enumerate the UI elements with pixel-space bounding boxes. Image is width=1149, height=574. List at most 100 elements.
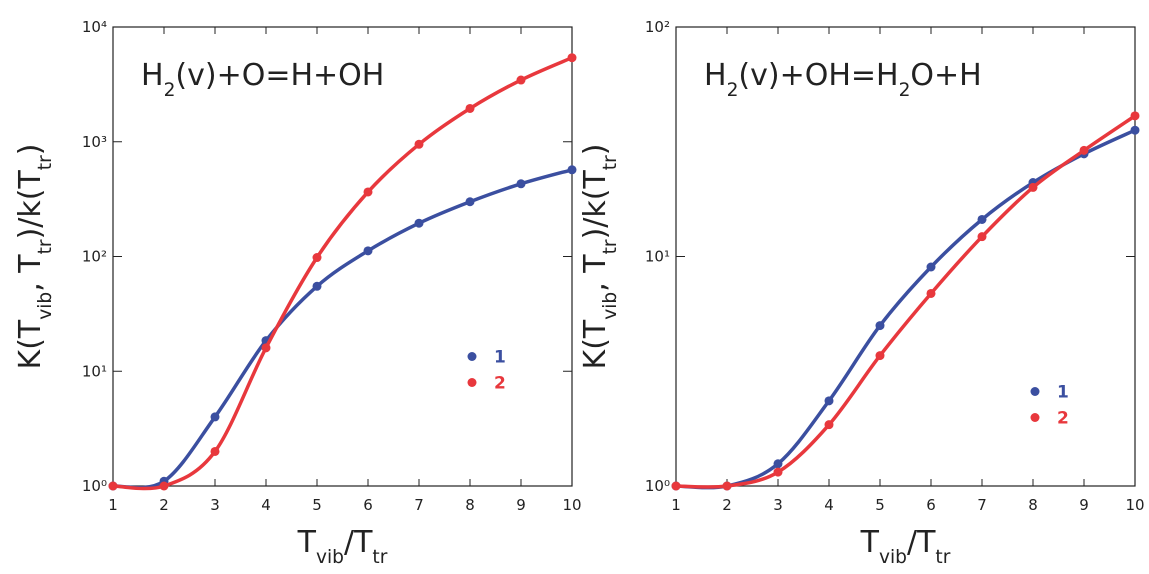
data-point <box>210 446 220 456</box>
data-point <box>1028 182 1038 192</box>
x-tick-label: 3 <box>210 496 220 514</box>
y-tick-label: 10² <box>82 248 107 266</box>
x-tick-label: 9 <box>516 496 526 514</box>
text-part: /T <box>907 525 936 560</box>
subscript: tr <box>600 239 621 254</box>
data-point <box>312 281 322 291</box>
x-tick-label: 3 <box>773 496 783 514</box>
subscript: vib <box>316 547 344 568</box>
y-tick-label: 10⁰ <box>645 477 670 495</box>
data-point <box>926 288 936 298</box>
data-point <box>465 197 475 207</box>
text-part: )/k(T <box>578 170 613 240</box>
x-tick-label: 8 <box>1028 496 1038 514</box>
text-part: H <box>141 58 164 93</box>
data-point <box>516 75 526 85</box>
text-part: H <box>704 58 727 93</box>
text-part: T <box>297 525 317 560</box>
y-tick-label: 10² <box>645 18 670 36</box>
subscript: 2 <box>727 80 739 101</box>
data-point <box>567 165 577 175</box>
text-part: (v)+O=H+OH <box>175 58 384 93</box>
text-part: ) <box>578 144 613 156</box>
data-point <box>671 481 681 491</box>
subscript: tr <box>35 155 56 170</box>
text-part: K(T <box>578 319 613 369</box>
x-tick-label: 10 <box>562 496 581 514</box>
x-tick-label: 10 <box>1125 496 1144 514</box>
x-tick-label: 5 <box>875 496 885 514</box>
x-tick-label: 4 <box>824 496 834 514</box>
data-point <box>1130 111 1140 121</box>
data-point <box>108 481 118 491</box>
x-tick-label: 4 <box>261 496 271 514</box>
plot-frame <box>112 26 573 487</box>
data-point <box>567 53 577 63</box>
series-line <box>112 168 573 490</box>
chart-title: H2(v)+OH=H2O+H <box>704 58 982 101</box>
data-point <box>1079 145 1089 155</box>
data-point <box>773 467 783 477</box>
subscript: 2 <box>899 80 911 101</box>
x-tick-label: 7 <box>977 496 987 514</box>
legend-label: 2 <box>1057 409 1069 429</box>
data-point <box>875 321 885 331</box>
subscript: tr <box>35 239 56 254</box>
data-point <box>926 262 936 272</box>
y-tick-label: 10³ <box>82 133 107 151</box>
data-point <box>414 218 424 228</box>
y-tick-label: 10¹ <box>82 362 107 380</box>
data-point <box>977 214 987 224</box>
data-point <box>465 103 475 113</box>
x-tick-label: 6 <box>926 496 936 514</box>
chart: 1 2 3 4 5 6 7 8 9 1010⁰10¹10²10³10⁴H2(v)+O=H+OHTv… <box>13 18 582 568</box>
text-part: T <box>860 525 880 560</box>
text-part: , T <box>578 254 613 292</box>
subscript: tr <box>372 547 387 568</box>
x-tick-label: 2 <box>722 496 732 514</box>
data-point <box>824 420 834 430</box>
y-axis-label: K(Tvib, Ttr)/k(Ttr) <box>578 144 621 370</box>
data-point <box>159 481 169 491</box>
subscript: tr <box>600 155 621 170</box>
y-tick-label: 10⁴ <box>82 18 107 36</box>
data-point <box>312 253 322 263</box>
legend-label: 1 <box>494 348 506 368</box>
y-tick-label: 10¹ <box>645 248 670 266</box>
x-axis-label: Tvib/Ttr <box>860 525 951 568</box>
data-point <box>875 351 885 361</box>
subscript: vib <box>600 292 621 320</box>
subscript: vib <box>35 292 56 320</box>
legend-marker <box>1030 413 1040 422</box>
x-tick-label: 2 <box>159 496 169 514</box>
data-point <box>773 459 783 469</box>
data-point <box>977 232 987 242</box>
series-line <box>675 114 1136 489</box>
text-part: , T <box>13 254 48 292</box>
x-tick-label: 1 <box>108 496 118 514</box>
chart-title: H2(v)+O=H+OH <box>141 58 384 101</box>
x-tick-label: 9 <box>1079 496 1089 514</box>
data-point <box>722 481 732 491</box>
text-part: K(T <box>13 319 48 369</box>
series-line <box>675 128 1136 490</box>
legend-label: 1 <box>1057 383 1069 403</box>
subscript: tr <box>935 547 950 568</box>
x-tick-label: 7 <box>414 496 424 514</box>
data-point <box>210 412 220 422</box>
y-tick-label: 10⁰ <box>82 477 107 495</box>
x-axis-label: Tvib/Ttr <box>297 525 388 568</box>
series-line <box>112 56 573 491</box>
text-part: /T <box>344 525 373 560</box>
legend-label: 2 <box>494 374 506 394</box>
text-part: ) <box>13 144 48 156</box>
chart: 1 2 3 4 5 6 7 8 9 10 10⁰ 10¹ 10² H2(v)+OH=H2O+H Tvib/T… <box>578 18 1145 568</box>
legend-marker <box>467 378 477 387</box>
text-part: )/k(T <box>13 170 48 240</box>
legend-marker <box>1030 387 1040 396</box>
x-tick-label: 5 <box>312 496 322 514</box>
data-point <box>363 187 373 197</box>
data-point <box>1130 125 1140 135</box>
x-tick-label: 1 <box>671 496 681 514</box>
